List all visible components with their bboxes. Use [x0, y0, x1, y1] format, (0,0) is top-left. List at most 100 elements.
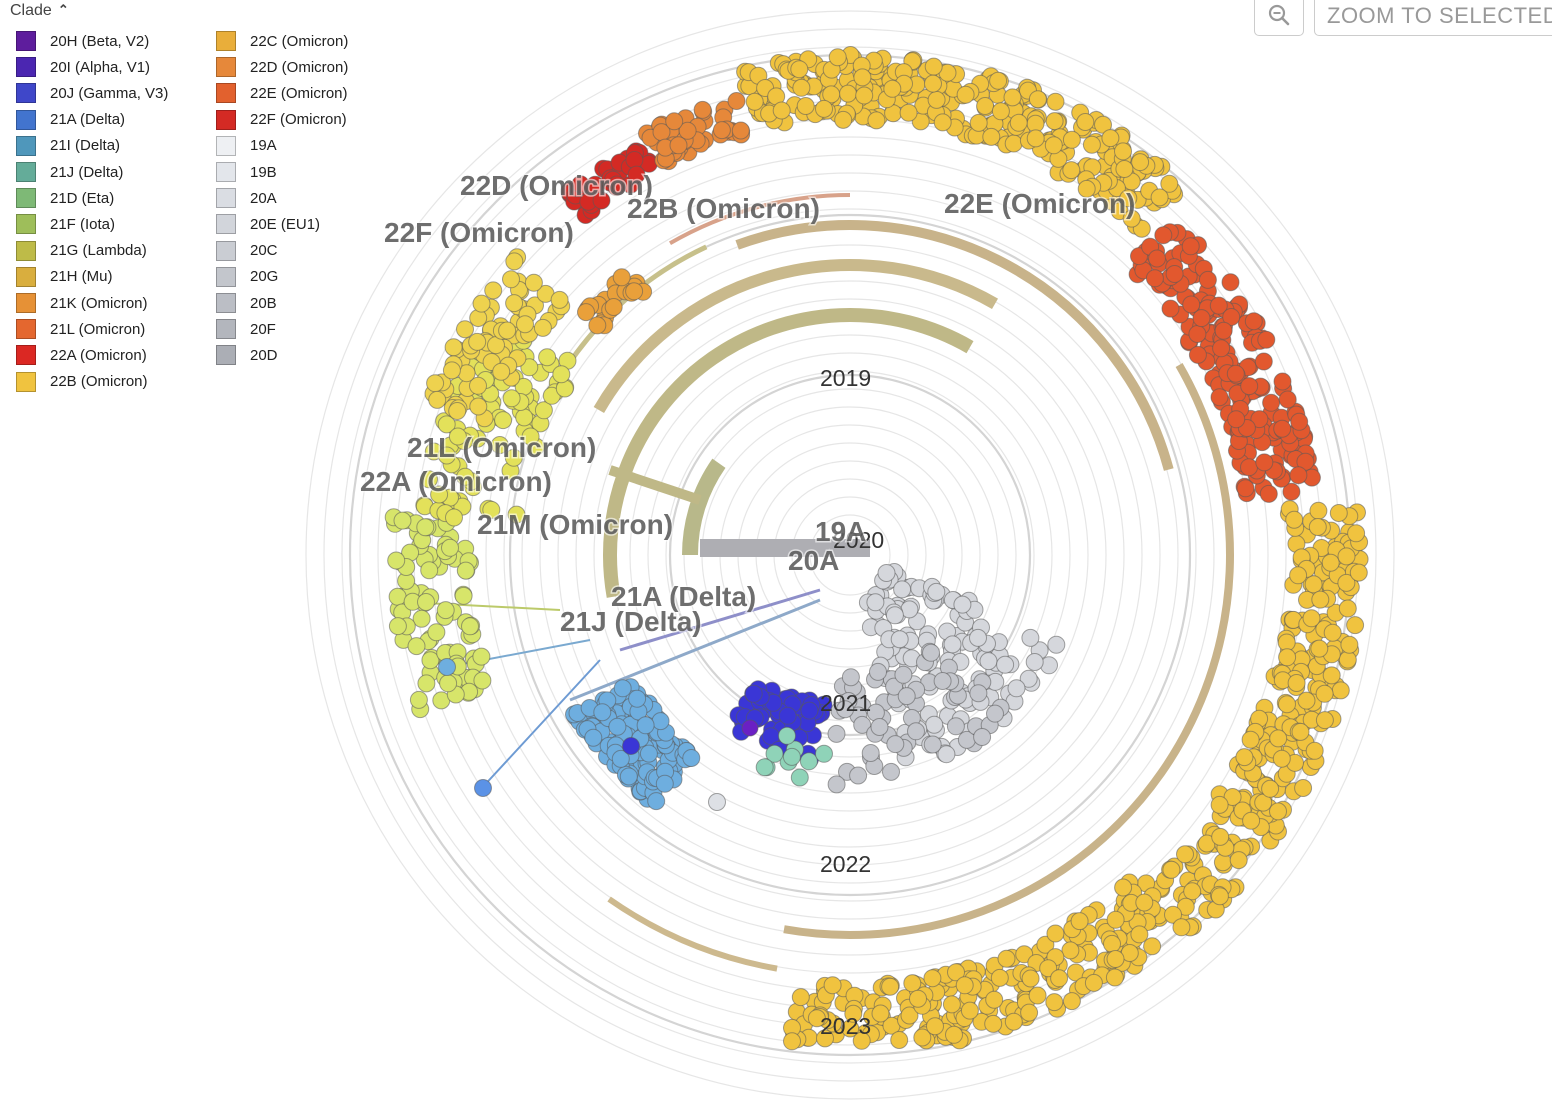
tree-tip[interactable] — [1084, 973, 1103, 992]
legend-item[interactable]: 20E (EU1) — [216, 212, 320, 236]
legend-item[interactable]: 20B — [216, 291, 277, 315]
tree-tip[interactable] — [807, 1009, 826, 1028]
legend-item[interactable]: 21F (Iota) — [16, 212, 115, 236]
tree-tip[interactable] — [1269, 802, 1287, 821]
tree-tip[interactable] — [1269, 729, 1288, 748]
tree-tip[interactable] — [1007, 679, 1026, 698]
tree-tip[interactable] — [1101, 129, 1120, 148]
tree-tip[interactable] — [428, 390, 447, 409]
tree-tip[interactable] — [996, 655, 1015, 674]
tree-tip[interactable] — [1082, 135, 1101, 154]
tree-tip[interactable] — [1226, 364, 1245, 383]
tree-tip[interactable] — [790, 60, 809, 79]
tree-tip[interactable] — [883, 79, 902, 98]
tree-tip[interactable] — [827, 775, 846, 794]
tree-tip[interactable] — [1160, 174, 1179, 193]
tree-tip[interactable] — [1076, 113, 1095, 131]
tree-tip[interactable] — [1212, 339, 1231, 358]
tree-tip[interactable] — [1209, 296, 1228, 315]
tree-tip[interactable] — [1310, 639, 1329, 658]
tree-tip[interactable] — [1273, 419, 1292, 438]
tree-tip[interactable] — [1172, 918, 1191, 937]
tree-tip[interactable] — [516, 315, 534, 334]
tree-tip[interactable] — [909, 989, 927, 1008]
tree-tip[interactable] — [388, 587, 407, 606]
tree-tip[interactable] — [922, 643, 940, 662]
tree-tip[interactable] — [913, 1028, 932, 1047]
tree-tip[interactable] — [407, 637, 426, 656]
tree-tip[interactable] — [1045, 993, 1064, 1012]
tree-tip[interactable] — [937, 745, 956, 764]
tree-tip[interactable] — [1028, 986, 1047, 1005]
tree-tip[interactable] — [502, 389, 521, 408]
tree-tip[interactable] — [871, 1004, 890, 1023]
tree-tip[interactable] — [924, 74, 942, 93]
legend-item[interactable]: 21D (Eta) — [16, 186, 114, 210]
tree-tip[interactable] — [1240, 377, 1259, 396]
tree-tip[interactable] — [1009, 113, 1028, 132]
zoom-to-selected-button[interactable]: ZOOM TO SELECTED — [1314, 0, 1552, 36]
tree-tip[interactable] — [1050, 969, 1069, 988]
tree-tip[interactable] — [416, 518, 435, 537]
tree-tip[interactable] — [792, 78, 811, 97]
tree-tip[interactable] — [945, 1025, 963, 1044]
tree-tip[interactable] — [456, 467, 475, 486]
tree-tip[interactable] — [886, 735, 905, 754]
tree-tip[interactable] — [1278, 648, 1297, 667]
tree-tip[interactable] — [1176, 845, 1194, 864]
tree-tip[interactable] — [790, 768, 809, 787]
tree-tip[interactable] — [867, 111, 886, 130]
tree-tip[interactable] — [593, 703, 612, 722]
legend-item[interactable]: 22E (Omicron) — [216, 81, 348, 105]
tree-tip[interactable] — [1240, 458, 1258, 477]
tree-tip[interactable] — [1077, 179, 1096, 198]
legend-item[interactable]: 19B — [216, 160, 277, 184]
tree-tip[interactable] — [1285, 510, 1304, 529]
tree-tip[interactable] — [608, 717, 627, 736]
tree-tip[interactable] — [445, 508, 463, 527]
tree-tip[interactable] — [947, 963, 965, 982]
tree-tip[interactable] — [1210, 795, 1229, 814]
tree-tip[interactable] — [412, 609, 431, 628]
tree-tip[interactable] — [1337, 573, 1356, 592]
tree-tip[interactable] — [613, 679, 632, 698]
tree-tip[interactable] — [1297, 691, 1316, 710]
tree-tip[interactable] — [933, 672, 952, 690]
tree-tip[interactable] — [1021, 969, 1040, 988]
tree-tip[interactable] — [1322, 666, 1341, 685]
tree-tip[interactable] — [387, 551, 406, 570]
tree-tip[interactable] — [607, 175, 626, 194]
tree-tip[interactable] — [651, 712, 670, 731]
tree-tip[interactable] — [1181, 237, 1200, 256]
tree-tip[interactable] — [894, 665, 913, 684]
tree-tip[interactable] — [533, 318, 552, 337]
tree-tip[interactable] — [1070, 912, 1089, 931]
tree-tip[interactable] — [592, 191, 611, 210]
tree-tip[interactable] — [504, 448, 523, 467]
tree-tip[interactable] — [1183, 882, 1202, 901]
tree-tip[interactable] — [505, 294, 524, 313]
tree-tip[interactable] — [628, 689, 647, 708]
tree-tip[interactable] — [1122, 209, 1141, 228]
tree-tip[interactable] — [1290, 412, 1309, 431]
tree-tip[interactable] — [708, 793, 726, 811]
tree-tip[interactable] — [436, 601, 455, 620]
tree-tip[interactable] — [472, 647, 491, 666]
tree-tip[interactable] — [822, 85, 841, 104]
tree-tip[interactable] — [441, 538, 459, 557]
tree-tip[interactable] — [1254, 352, 1273, 371]
tree-tip[interactable] — [1062, 130, 1081, 149]
tree-tip[interactable] — [1311, 590, 1330, 609]
tree-tip[interactable] — [571, 175, 590, 194]
tree-tip[interactable] — [456, 320, 474, 339]
tree-tip[interactable] — [502, 270, 520, 289]
tree-tip[interactable] — [1309, 501, 1328, 520]
tree-tip[interactable] — [976, 97, 995, 115]
tree-tip[interactable] — [1210, 887, 1229, 906]
tree-tip[interactable] — [1143, 937, 1162, 956]
tree-tip[interactable] — [827, 724, 846, 743]
tree-tip[interactable] — [1130, 925, 1149, 944]
tree-tip[interactable] — [417, 674, 436, 693]
tree-tip[interactable] — [839, 84, 857, 103]
tree-tip[interactable] — [741, 719, 759, 737]
